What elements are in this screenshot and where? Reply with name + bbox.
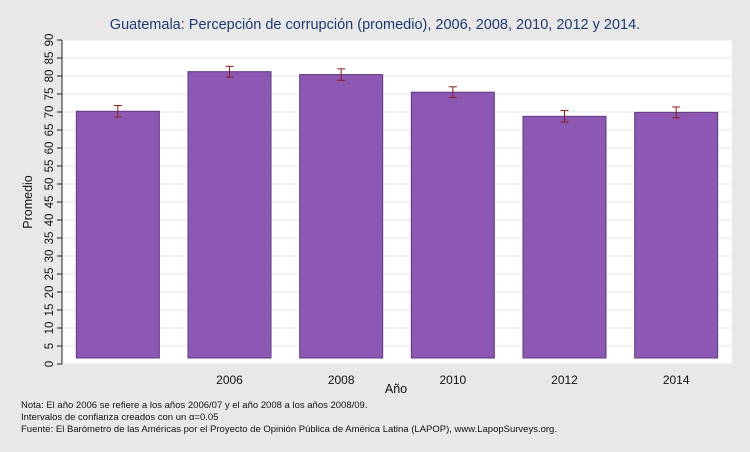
note-line-2: Intervalos de confianza creados con un α…: [21, 412, 219, 423]
y-tick-label: 5: [44, 343, 56, 349]
bar: [522, 115, 607, 359]
chart-notes: Nota: El año 2006 se refiere a los años …: [21, 400, 557, 436]
y-tick-label: 35: [44, 232, 56, 245]
x-tick-label: 2012: [551, 373, 578, 387]
y-tick-label: 10: [44, 322, 56, 335]
y-tick-label: 0: [44, 361, 56, 367]
bar: [299, 74, 384, 359]
x-tick-label: 2006: [216, 373, 243, 387]
y-tick-label: 40: [44, 214, 56, 227]
x-tick-label: 2008: [328, 373, 355, 387]
y-tick-label: 90: [44, 34, 56, 47]
y-tick-label: 55: [44, 160, 56, 173]
y-tick-label: 70: [44, 106, 56, 119]
y-tick-label: 15: [44, 304, 56, 317]
y-tick-label: 65: [44, 124, 56, 137]
y-tick-label: 80: [44, 70, 56, 83]
y-tick-label: 60: [44, 142, 56, 155]
y-tick-label: 45: [44, 196, 56, 209]
note-line-1: Nota: El año 2006 se refiere a los años …: [21, 400, 368, 411]
bar: [410, 91, 495, 359]
x-axis-title: Año: [385, 382, 407, 396]
y-axis-title: Promedio: [21, 175, 35, 229]
bar: [187, 71, 272, 359]
y-tick-label: 85: [44, 52, 56, 65]
bar: [634, 111, 719, 359]
source-line: Fuente: El Barómetro de las Américas por…: [21, 424, 557, 435]
y-tick-label: 25: [44, 268, 56, 281]
chart-title: Guatemala: Percepción de corrupción (pro…: [110, 17, 640, 33]
x-tick-label: 2010: [439, 373, 466, 387]
y-tick-label: 20: [44, 286, 56, 299]
bar: [75, 110, 160, 359]
y-tick-label: 30: [44, 250, 56, 263]
x-tick-label: 2014: [663, 373, 690, 387]
y-tick-label: 75: [44, 88, 56, 101]
y-tick-label: 50: [44, 178, 56, 191]
